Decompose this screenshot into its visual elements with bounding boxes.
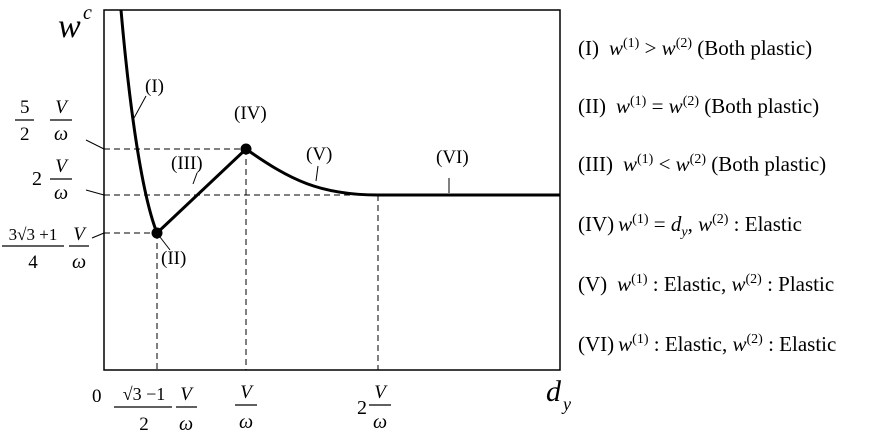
region-label-iv: (IV) bbox=[234, 103, 267, 124]
svg-text:5: 5 bbox=[20, 97, 30, 118]
legend-row-i: (I) w(1) > w(2) (Both plastic) bbox=[578, 36, 813, 60]
legend-row-iv: (IV) w(1) = dy, w(2) : Elastic bbox=[578, 212, 802, 240]
region-label-ii: (II) bbox=[161, 248, 186, 269]
svg-text:2: 2 bbox=[357, 397, 367, 419]
x-tick-sqrt3: √3 −1 2 V ω bbox=[114, 384, 197, 435]
svg-text:V: V bbox=[55, 156, 69, 177]
region-label-iii: (III) bbox=[171, 153, 203, 174]
region-label-v: (V) bbox=[306, 144, 332, 165]
svg-text:y: y bbox=[561, 394, 571, 414]
svg-text:d: d bbox=[546, 375, 562, 408]
svg-text:V: V bbox=[374, 382, 388, 403]
y-tick-5-2: 5 2 V ω bbox=[15, 97, 105, 150]
svg-text:V: V bbox=[73, 224, 87, 245]
svg-text:V: V bbox=[180, 384, 194, 405]
legend-row-v: (V) w(1) : Elastic, w(2) : Plastic bbox=[578, 272, 835, 296]
svg-text:V: V bbox=[55, 97, 69, 118]
point-peak bbox=[240, 143, 252, 155]
svg-text:√3 −1: √3 −1 bbox=[123, 384, 166, 404]
legend-row-iii: (III) w(1) < w(2) (Both plastic) bbox=[578, 152, 827, 176]
region-label-vi: (VI) bbox=[436, 147, 469, 168]
svg-text:ω: ω bbox=[72, 251, 86, 273]
svg-text:3√3 +1: 3√3 +1 bbox=[9, 225, 58, 244]
point-min bbox=[151, 227, 163, 239]
svg-text:2: 2 bbox=[32, 168, 42, 190]
y-tick-3sqrt3: 3√3 +1 4 V ω bbox=[2, 224, 105, 273]
svg-text:4: 4 bbox=[28, 252, 38, 273]
origin-label: 0 bbox=[92, 386, 102, 407]
svg-text:c: c bbox=[83, 2, 92, 24]
x-tick-2: 2 V ω bbox=[357, 382, 391, 433]
svg-text:w: w bbox=[58, 8, 81, 45]
wc-vs-dy-diagram: (I) (II) (III) (IV) (V) (VI) w c d y 0 5… bbox=[2, 2, 571, 435]
wc-curve bbox=[119, 9, 560, 236]
plot-frame bbox=[103, 9, 561, 371]
region-label-i: (I) bbox=[145, 76, 164, 97]
svg-text:ω: ω bbox=[373, 411, 387, 433]
y-tick-2: 2 V ω bbox=[32, 156, 105, 204]
label-leaders bbox=[133, 95, 450, 251]
legend-row-ii: (II) w(1) = w(2) (Both plastic) bbox=[578, 94, 820, 118]
legend: (I) w(1) > w(2) (Both plastic) (II) w(1) =… bbox=[578, 0, 896, 435]
guide-lines bbox=[104, 148, 379, 370]
svg-text:ω: ω bbox=[239, 411, 253, 433]
svg-text:V: V bbox=[240, 382, 254, 403]
legend-row-vi: (VI) w(1) : Elastic, w(2) : Elastic bbox=[578, 332, 837, 356]
x-tick-1: V ω bbox=[235, 382, 257, 433]
svg-text:ω: ω bbox=[54, 182, 68, 204]
svg-text:2: 2 bbox=[139, 414, 149, 435]
svg-text:2: 2 bbox=[20, 124, 30, 145]
x-axis-label: d y bbox=[546, 375, 571, 414]
svg-text:ω: ω bbox=[54, 123, 68, 145]
y-axis-label: w c bbox=[58, 2, 92, 45]
svg-text:ω: ω bbox=[179, 413, 193, 435]
